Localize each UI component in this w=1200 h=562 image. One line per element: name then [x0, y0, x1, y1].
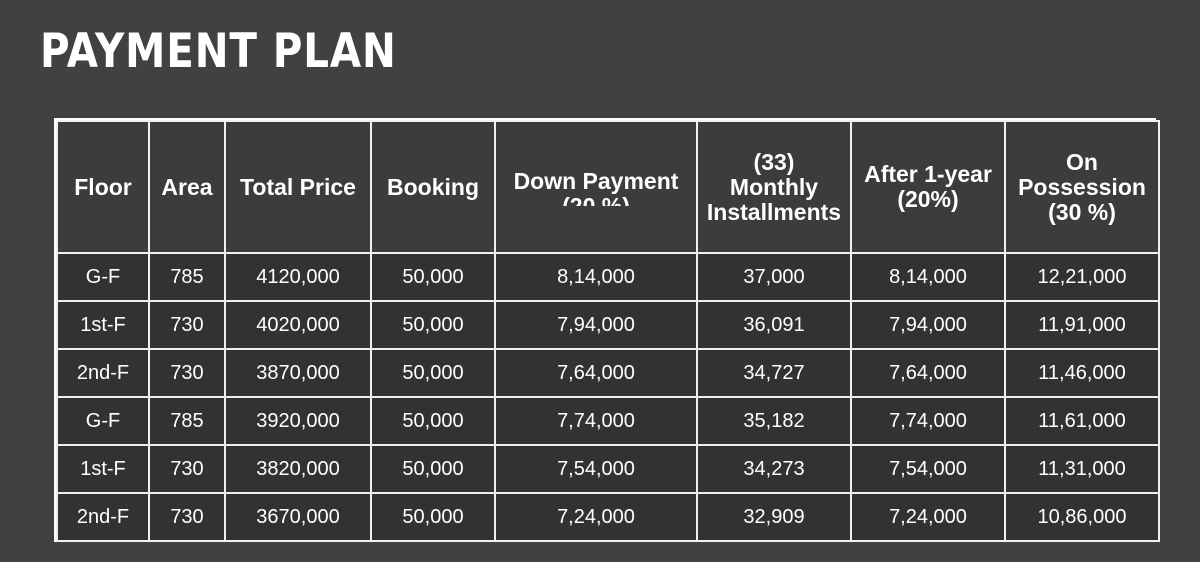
- table-row: 2nd-F 730 3870,000 50,000 7,64,000 34,72…: [56, 348, 1160, 398]
- cell-monthly-installment: 32,909: [696, 492, 852, 542]
- table-header-row: Floor Area Total Price Booking Down Paym…: [56, 120, 1160, 254]
- cell-booking: 50,000: [370, 444, 496, 494]
- table-row: 1st-F 730 3820,000 50,000 7,54,000 34,27…: [56, 444, 1160, 494]
- cell-after-1-year: 7,54,000: [850, 444, 1006, 494]
- cell-total-price: 3820,000: [224, 444, 372, 494]
- cell-booking: 50,000: [370, 252, 496, 302]
- payment-plan-table-wrapper: Floor Area Total Price Booking Down Paym…: [54, 118, 1160, 542]
- column-header-floor: Floor: [56, 120, 150, 254]
- cell-down-payment: 7,74,000: [494, 396, 698, 446]
- cell-floor: G-F: [56, 396, 150, 446]
- cell-booking: 50,000: [370, 492, 496, 542]
- cell-after-1-year: 7,64,000: [850, 348, 1006, 398]
- table-row: 1st-F 730 4020,000 50,000 7,94,000 36,09…: [56, 300, 1160, 350]
- cell-floor: G-F: [56, 252, 150, 302]
- cell-total-price: 4120,000: [224, 252, 372, 302]
- column-header-monthly-installments: (33) Monthly Installments: [696, 120, 852, 254]
- cell-on-possession: 11,91,000: [1004, 300, 1160, 350]
- cell-booking: 50,000: [370, 300, 496, 350]
- cell-floor: 1st-F: [56, 300, 150, 350]
- cell-area: 785: [148, 252, 226, 302]
- cell-down-payment: 7,64,000: [494, 348, 698, 398]
- cell-down-payment: 7,54,000: [494, 444, 698, 494]
- cell-on-possession: 12,21,000: [1004, 252, 1160, 302]
- column-header-after-1-year: After 1-year (20%): [850, 120, 1006, 254]
- cell-area: 785: [148, 396, 226, 446]
- cell-monthly-installment: 34,273: [696, 444, 852, 494]
- cell-total-price: 3670,000: [224, 492, 372, 542]
- cell-floor: 2nd-F: [56, 348, 150, 398]
- cell-down-payment: 7,94,000: [494, 300, 698, 350]
- cell-monthly-installment: 37,000: [696, 252, 852, 302]
- table-row: G-F 785 3920,000 50,000 7,74,000 35,182 …: [56, 396, 1160, 446]
- cell-total-price: 4020,000: [224, 300, 372, 350]
- column-header-on-possession: On Possession (30 %): [1004, 120, 1160, 254]
- cell-monthly-installment: 36,091: [696, 300, 852, 350]
- cell-after-1-year: 7,74,000: [850, 396, 1006, 446]
- cell-after-1-year: 7,24,000: [850, 492, 1006, 542]
- cell-area: 730: [148, 348, 226, 398]
- page-title: PAYMENT PLAN: [40, 24, 397, 79]
- cell-down-payment: 7,24,000: [494, 492, 698, 542]
- cell-booking: 50,000: [370, 348, 496, 398]
- column-header-down-payment: Down Payment (20 %): [494, 120, 698, 254]
- table-row: G-F 785 4120,000 50,000 8,14,000 37,000 …: [56, 252, 1160, 302]
- cell-area: 730: [148, 492, 226, 542]
- cell-floor: 2nd-F: [56, 492, 150, 542]
- column-header-area: Area: [148, 120, 226, 254]
- cell-on-possession: 11,31,000: [1004, 444, 1160, 494]
- cell-on-possession: 11,46,000: [1004, 348, 1160, 398]
- table-row: 2nd-F 730 3670,000 50,000 7,24,000 32,90…: [56, 492, 1160, 542]
- cell-monthly-installment: 35,182: [696, 396, 852, 446]
- cell-area: 730: [148, 444, 226, 494]
- cell-monthly-installment: 34,727: [696, 348, 852, 398]
- cell-total-price: 3870,000: [224, 348, 372, 398]
- column-header-total-price: Total Price: [224, 120, 372, 254]
- cell-on-possession: 10,86,000: [1004, 492, 1160, 542]
- payment-plan-table: Floor Area Total Price Booking Down Paym…: [56, 120, 1160, 542]
- column-header-booking: Booking: [370, 120, 496, 254]
- cell-area: 730: [148, 300, 226, 350]
- cell-down-payment: 8,14,000: [494, 252, 698, 302]
- cell-on-possession: 11,61,000: [1004, 396, 1160, 446]
- cell-booking: 50,000: [370, 396, 496, 446]
- cell-floor: 1st-F: [56, 444, 150, 494]
- cell-total-price: 3920,000: [224, 396, 372, 446]
- cell-after-1-year: 7,94,000: [850, 300, 1006, 350]
- cell-after-1-year: 8,14,000: [850, 252, 1006, 302]
